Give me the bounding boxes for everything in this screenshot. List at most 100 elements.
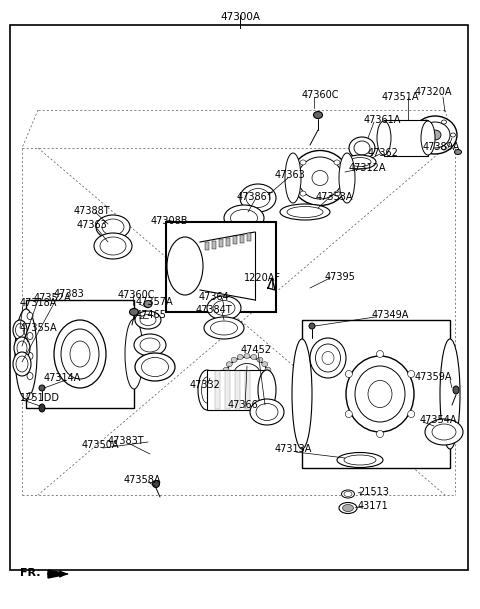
Ellipse shape bbox=[246, 189, 270, 208]
Text: 47308B: 47308B bbox=[150, 216, 188, 226]
Ellipse shape bbox=[175, 248, 195, 284]
Ellipse shape bbox=[39, 385, 45, 391]
Ellipse shape bbox=[244, 353, 250, 359]
Ellipse shape bbox=[61, 329, 99, 379]
Text: 47350A: 47350A bbox=[81, 440, 119, 450]
Text: 47364: 47364 bbox=[199, 292, 229, 302]
Ellipse shape bbox=[442, 146, 446, 150]
Ellipse shape bbox=[420, 122, 450, 148]
Ellipse shape bbox=[408, 410, 415, 418]
Ellipse shape bbox=[413, 116, 457, 154]
Ellipse shape bbox=[230, 209, 257, 227]
Ellipse shape bbox=[408, 370, 415, 378]
Ellipse shape bbox=[309, 323, 315, 329]
Text: 47465: 47465 bbox=[136, 310, 167, 320]
Ellipse shape bbox=[334, 160, 340, 165]
Ellipse shape bbox=[344, 491, 352, 496]
Ellipse shape bbox=[257, 357, 263, 362]
Bar bbox=[225, 371, 230, 409]
Text: 47360C: 47360C bbox=[117, 290, 155, 300]
Ellipse shape bbox=[455, 149, 461, 155]
Text: 47349A: 47349A bbox=[372, 310, 409, 320]
Text: 47383: 47383 bbox=[54, 289, 85, 299]
Ellipse shape bbox=[226, 357, 268, 395]
Bar bbox=[212, 241, 216, 248]
Ellipse shape bbox=[223, 367, 229, 372]
Ellipse shape bbox=[135, 353, 175, 381]
Text: 47395: 47395 bbox=[325, 272, 356, 282]
Ellipse shape bbox=[237, 393, 243, 398]
Ellipse shape bbox=[266, 373, 272, 379]
Ellipse shape bbox=[170, 241, 200, 291]
Text: 47386T: 47386T bbox=[237, 192, 273, 202]
Ellipse shape bbox=[376, 351, 384, 357]
Bar bbox=[245, 371, 250, 409]
Text: 47359A: 47359A bbox=[415, 372, 452, 382]
Ellipse shape bbox=[27, 353, 33, 359]
Text: 47389A: 47389A bbox=[422, 142, 460, 152]
Ellipse shape bbox=[27, 392, 33, 400]
Ellipse shape bbox=[313, 111, 323, 119]
Ellipse shape bbox=[250, 399, 284, 425]
Bar bbox=[26, 300, 134, 408]
Ellipse shape bbox=[425, 419, 463, 445]
Ellipse shape bbox=[226, 362, 232, 367]
Ellipse shape bbox=[222, 373, 228, 379]
Ellipse shape bbox=[423, 146, 429, 150]
Ellipse shape bbox=[432, 424, 456, 440]
Ellipse shape bbox=[300, 160, 306, 165]
Text: 1751DD: 1751DD bbox=[20, 393, 60, 403]
Ellipse shape bbox=[70, 341, 90, 367]
Ellipse shape bbox=[140, 338, 160, 352]
Ellipse shape bbox=[223, 379, 229, 385]
Bar bbox=[240, 234, 244, 242]
Ellipse shape bbox=[346, 356, 414, 432]
Text: 47314A: 47314A bbox=[43, 373, 81, 383]
Text: 47300A: 47300A bbox=[220, 12, 260, 22]
Ellipse shape bbox=[251, 354, 257, 359]
Text: 47355A: 47355A bbox=[20, 323, 58, 333]
Ellipse shape bbox=[421, 121, 435, 155]
Ellipse shape bbox=[14, 337, 30, 359]
Ellipse shape bbox=[27, 312, 33, 320]
Bar bbox=[226, 238, 230, 245]
Ellipse shape bbox=[322, 351, 334, 365]
Text: 47360C: 47360C bbox=[301, 90, 339, 100]
Ellipse shape bbox=[453, 386, 459, 394]
Ellipse shape bbox=[94, 233, 132, 259]
Bar bbox=[219, 239, 223, 247]
Ellipse shape bbox=[315, 344, 340, 372]
Text: 47388T: 47388T bbox=[74, 206, 110, 216]
Ellipse shape bbox=[140, 314, 156, 325]
Text: 47363: 47363 bbox=[77, 220, 108, 230]
Ellipse shape bbox=[442, 120, 446, 124]
Polygon shape bbox=[48, 570, 68, 578]
Ellipse shape bbox=[204, 317, 244, 339]
Ellipse shape bbox=[54, 320, 106, 388]
Ellipse shape bbox=[13, 352, 31, 376]
Ellipse shape bbox=[262, 362, 268, 367]
Ellipse shape bbox=[226, 385, 232, 390]
Ellipse shape bbox=[341, 490, 355, 498]
Ellipse shape bbox=[135, 311, 161, 329]
Ellipse shape bbox=[349, 137, 375, 159]
Ellipse shape bbox=[292, 339, 312, 449]
Ellipse shape bbox=[349, 158, 371, 166]
Text: 47312A: 47312A bbox=[348, 163, 386, 173]
Ellipse shape bbox=[377, 121, 391, 155]
Ellipse shape bbox=[312, 171, 328, 186]
Ellipse shape bbox=[429, 130, 441, 140]
Text: FR.: FR. bbox=[20, 568, 40, 578]
Ellipse shape bbox=[96, 215, 130, 239]
Ellipse shape bbox=[440, 339, 460, 449]
Text: 43171: 43171 bbox=[358, 501, 389, 511]
Bar bbox=[207, 370, 267, 410]
Ellipse shape bbox=[233, 364, 261, 389]
Ellipse shape bbox=[376, 431, 384, 437]
Ellipse shape bbox=[300, 191, 306, 196]
Text: 1220AF: 1220AF bbox=[243, 273, 280, 283]
Ellipse shape bbox=[339, 502, 357, 513]
Ellipse shape bbox=[207, 296, 241, 320]
Bar bbox=[247, 233, 251, 241]
Ellipse shape bbox=[244, 393, 250, 398]
